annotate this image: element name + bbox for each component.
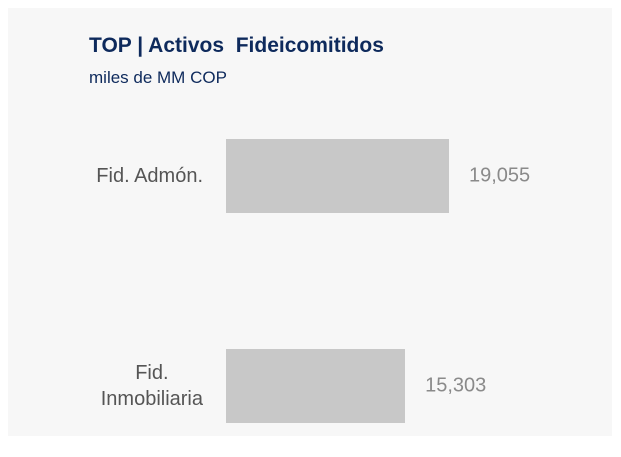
y-tick-label: Fid. Admón. bbox=[96, 165, 203, 187]
chart-subtitle: miles de MM COP bbox=[89, 68, 227, 87]
data-label: 19,055 bbox=[469, 164, 531, 187]
bar bbox=[226, 139, 449, 213]
bar bbox=[226, 349, 406, 423]
data-label: 15,303 bbox=[425, 374, 487, 397]
chart-title: TOP | Activos Fideicomitidos bbox=[89, 34, 384, 57]
y-tick-label: Fid. Inmobiliaria bbox=[100, 362, 203, 410]
